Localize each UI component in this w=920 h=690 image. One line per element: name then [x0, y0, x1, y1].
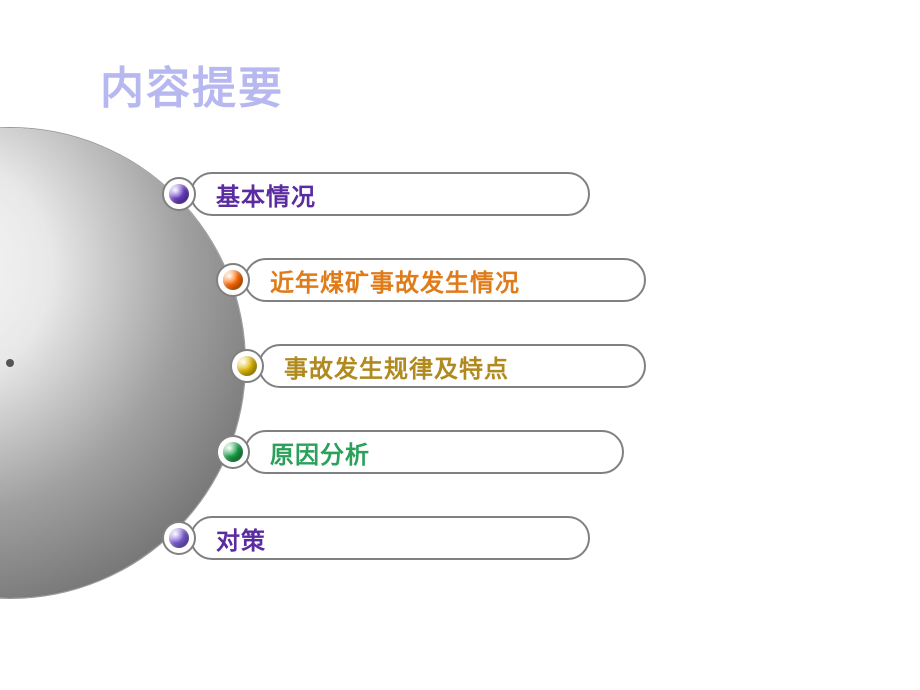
toc-pill: 对策 — [190, 516, 590, 560]
toc-item-4: 对策 — [162, 516, 590, 560]
toc-item-label: 事故发生规律及特点 — [284, 349, 509, 384]
toc-item-3: 原因分析 — [216, 430, 624, 474]
toc-item-1: 近年煤矿事故发生情况 — [216, 258, 646, 302]
semicircle-center-dot — [6, 359, 14, 367]
bullet-icon — [230, 349, 264, 383]
bullet-icon — [216, 263, 250, 297]
toc-item-label: 近年煤矿事故发生情况 — [270, 263, 520, 298]
toc-pill: 基本情况 — [190, 172, 590, 216]
toc-item-label: 原因分析 — [270, 435, 370, 470]
toc-item-2: 事故发生规律及特点 — [230, 344, 646, 388]
bullet-icon — [162, 177, 196, 211]
toc-item-label: 基本情况 — [216, 177, 316, 212]
toc-pill: 原因分析 — [244, 430, 624, 474]
toc-pill: 近年煤矿事故发生情况 — [244, 258, 646, 302]
toc-item-label: 对策 — [216, 521, 266, 556]
toc-item-0: 基本情况 — [162, 172, 590, 216]
toc-pill: 事故发生规律及特点 — [258, 344, 646, 388]
bullet-icon — [216, 435, 250, 469]
bullet-icon — [162, 521, 196, 555]
page-title: 内容提要 — [100, 52, 284, 116]
